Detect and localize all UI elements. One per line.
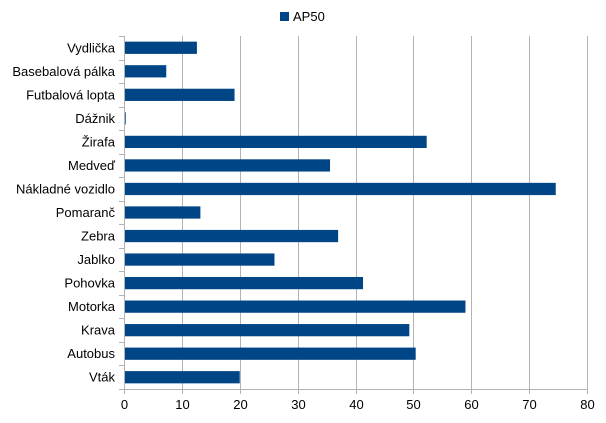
category-label-10: Pohovka — [64, 276, 115, 291]
bar-13 — [124, 347, 416, 360]
bar-4 — [124, 135, 427, 149]
bar-0 — [124, 41, 197, 54]
x-tick-label-60: 60 — [464, 397, 478, 412]
x-tick-label-0: 0 — [121, 397, 128, 412]
legend: AP50 — [280, 9, 325, 24]
category-label-0: Vydlička — [67, 40, 116, 55]
x-tick-label-40: 40 — [349, 397, 363, 412]
category-labels: Vydlička Basebalová pálka Futbalová lopta D… — [12, 40, 116, 384]
bar-9 — [124, 253, 275, 266]
category-label-12: Krava — [81, 323, 116, 338]
category-label-3: Dážnik — [75, 111, 115, 126]
category-label-14: Vták — [89, 370, 116, 385]
bar-11 — [124, 300, 466, 313]
x-tick-label-20: 20 — [233, 397, 247, 412]
grid-lines — [182, 36, 588, 389]
category-label-6: Nákladné vozidlo — [16, 181, 115, 196]
category-label-11: Motorka — [68, 299, 116, 314]
x-tick-label-70: 70 — [522, 397, 536, 412]
category-label-1: Basebalová pálka — [12, 64, 115, 79]
category-label-2: Futbalová lopta — [26, 87, 116, 102]
category-label-9: Jablko — [77, 252, 115, 267]
category-label-8: Zebra — [81, 229, 116, 244]
axes — [119, 36, 588, 394]
bar-14 — [124, 371, 240, 384]
bar-10 — [124, 276, 364, 290]
x-tick-labels: 0 10 20 30 40 50 60 70 80 — [121, 397, 595, 412]
legend-label-ap50: AP50 — [293, 9, 325, 24]
bar-7 — [124, 206, 201, 219]
x-tick-label-50: 50 — [406, 397, 420, 412]
bar-8 — [124, 229, 339, 243]
category-label-4: Žirafa — [82, 134, 116, 149]
bar-1 — [124, 65, 167, 78]
bar-12 — [124, 324, 410, 337]
x-tick-label-10: 10 — [175, 397, 189, 412]
category-label-5: Medveď — [68, 158, 116, 173]
bar-6 — [124, 182, 556, 196]
bar-2 — [124, 88, 235, 101]
x-tick-label-80: 80 — [580, 397, 594, 412]
x-tick-label-30: 30 — [291, 397, 305, 412]
category-label-7: Pomaranč — [56, 205, 116, 220]
legend-swatch-ap50 — [280, 12, 289, 21]
bar-5 — [124, 159, 331, 172]
category-label-13: Autobus — [67, 346, 115, 361]
bars — [124, 41, 556, 384]
